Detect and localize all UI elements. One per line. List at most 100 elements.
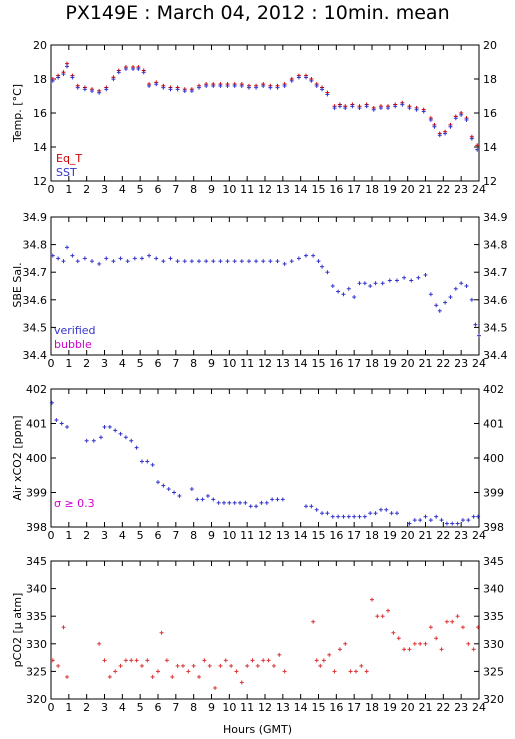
y-tick-label-right: 340 bbox=[483, 583, 504, 596]
data-point bbox=[434, 636, 439, 641]
y-tick-label-right: 345 bbox=[483, 555, 504, 568]
data-point bbox=[320, 264, 325, 269]
data-point bbox=[84, 438, 89, 443]
data-point bbox=[418, 518, 423, 523]
data-point bbox=[314, 507, 319, 512]
data-point bbox=[197, 259, 202, 264]
data-point bbox=[428, 518, 433, 523]
data-point bbox=[393, 104, 398, 109]
data-point bbox=[330, 514, 335, 519]
data-point bbox=[61, 259, 66, 264]
data-point bbox=[97, 90, 102, 95]
data-point bbox=[189, 89, 194, 94]
x-tick-label: 6 bbox=[155, 357, 162, 370]
data-point bbox=[280, 497, 285, 502]
data-point bbox=[407, 106, 412, 111]
data-point bbox=[384, 507, 389, 512]
data-point bbox=[229, 663, 234, 668]
data-point bbox=[65, 64, 70, 69]
y-tick-label-right: 398 bbox=[483, 521, 504, 534]
panel-salinity: 0 1 2 3 4 5 6 7 8 9 10 11 12 13 14 15 16 17 18 19 20 21 22 23 24… bbox=[23, 211, 508, 370]
data-point bbox=[254, 85, 259, 90]
data-point bbox=[139, 256, 144, 261]
data-point bbox=[225, 259, 230, 264]
data-point bbox=[314, 83, 319, 88]
y-tick-label-right: 330 bbox=[483, 638, 504, 651]
data-point bbox=[439, 518, 444, 523]
x-tick-label: 9 bbox=[208, 183, 215, 196]
x-tick-label: 1 bbox=[65, 529, 72, 542]
data-point bbox=[432, 124, 437, 129]
x-axis-title: Hours (GMT) bbox=[222, 723, 293, 736]
data-point bbox=[61, 625, 66, 630]
data-point bbox=[437, 133, 442, 138]
data-point bbox=[202, 658, 207, 663]
data-point bbox=[296, 256, 301, 261]
data-point bbox=[464, 117, 469, 122]
data-point bbox=[111, 259, 116, 264]
data-point bbox=[337, 647, 342, 652]
x-tick-label: 20 bbox=[401, 357, 415, 370]
data-point bbox=[412, 641, 417, 646]
data-point bbox=[204, 83, 209, 88]
data-point bbox=[434, 514, 439, 519]
x-tick-label: 8 bbox=[190, 357, 197, 370]
y-tick-label: 400 bbox=[26, 452, 47, 465]
data-point bbox=[396, 636, 401, 641]
y-tick-label: 34.8 bbox=[23, 239, 48, 252]
data-point bbox=[304, 253, 309, 258]
x-tick-label: 17 bbox=[347, 529, 361, 542]
y-tick-label-right: 16 bbox=[483, 107, 497, 120]
chart-title: PX149E : March 04, 2012 : 10min. mean bbox=[65, 2, 450, 24]
data-point bbox=[330, 284, 335, 288]
x-tick-label: 13 bbox=[276, 529, 290, 542]
data-point bbox=[82, 256, 87, 261]
y-tick-label: 330 bbox=[26, 638, 47, 651]
x-tick-label: 1 bbox=[65, 183, 72, 196]
data-point bbox=[282, 261, 287, 266]
plot-frame bbox=[50, 560, 480, 700]
x-tick-label: 15 bbox=[312, 357, 326, 370]
y-tick-label: 34.4 bbox=[23, 349, 48, 362]
data-point bbox=[455, 521, 460, 526]
x-tick-label: 14 bbox=[294, 701, 308, 714]
data-point bbox=[218, 259, 223, 264]
data-point bbox=[378, 507, 383, 512]
y-tick-label: 16 bbox=[33, 107, 47, 120]
x-tick-label: 22 bbox=[436, 183, 450, 196]
x-tick-label: 5 bbox=[137, 357, 144, 370]
data-point bbox=[134, 445, 139, 450]
y-tick-label-right: 400 bbox=[483, 452, 504, 465]
data-point bbox=[464, 284, 469, 288]
x-tick-label: 22 bbox=[436, 357, 450, 370]
data-point bbox=[159, 630, 164, 635]
x-tick-label: 0 bbox=[48, 529, 55, 542]
data-point bbox=[421, 109, 426, 114]
data-point bbox=[131, 66, 136, 71]
data-point bbox=[443, 300, 448, 305]
data-point bbox=[309, 504, 314, 509]
legend-bubble: bubble bbox=[54, 338, 92, 351]
data-point bbox=[107, 424, 112, 429]
x-tick-label: 8 bbox=[190, 183, 197, 196]
y-tick-label-right: 34.7 bbox=[483, 266, 508, 279]
data-point bbox=[254, 259, 259, 264]
data-point bbox=[147, 253, 152, 258]
x-tick-label: 11 bbox=[240, 529, 254, 542]
data-point bbox=[255, 663, 260, 668]
data-point bbox=[49, 400, 54, 405]
data-point bbox=[191, 663, 196, 668]
data-point bbox=[332, 669, 337, 674]
legend-verified: verified bbox=[54, 324, 96, 337]
data-point bbox=[336, 289, 341, 294]
data-point bbox=[460, 518, 465, 523]
data-point bbox=[75, 85, 80, 90]
data-point bbox=[104, 256, 109, 261]
data-point bbox=[123, 435, 128, 440]
data-point bbox=[448, 124, 453, 129]
data-point bbox=[261, 658, 266, 663]
data-point bbox=[362, 281, 367, 286]
data-point bbox=[132, 256, 137, 261]
x-tick-label: 17 bbox=[347, 183, 361, 196]
data-point bbox=[271, 663, 276, 668]
